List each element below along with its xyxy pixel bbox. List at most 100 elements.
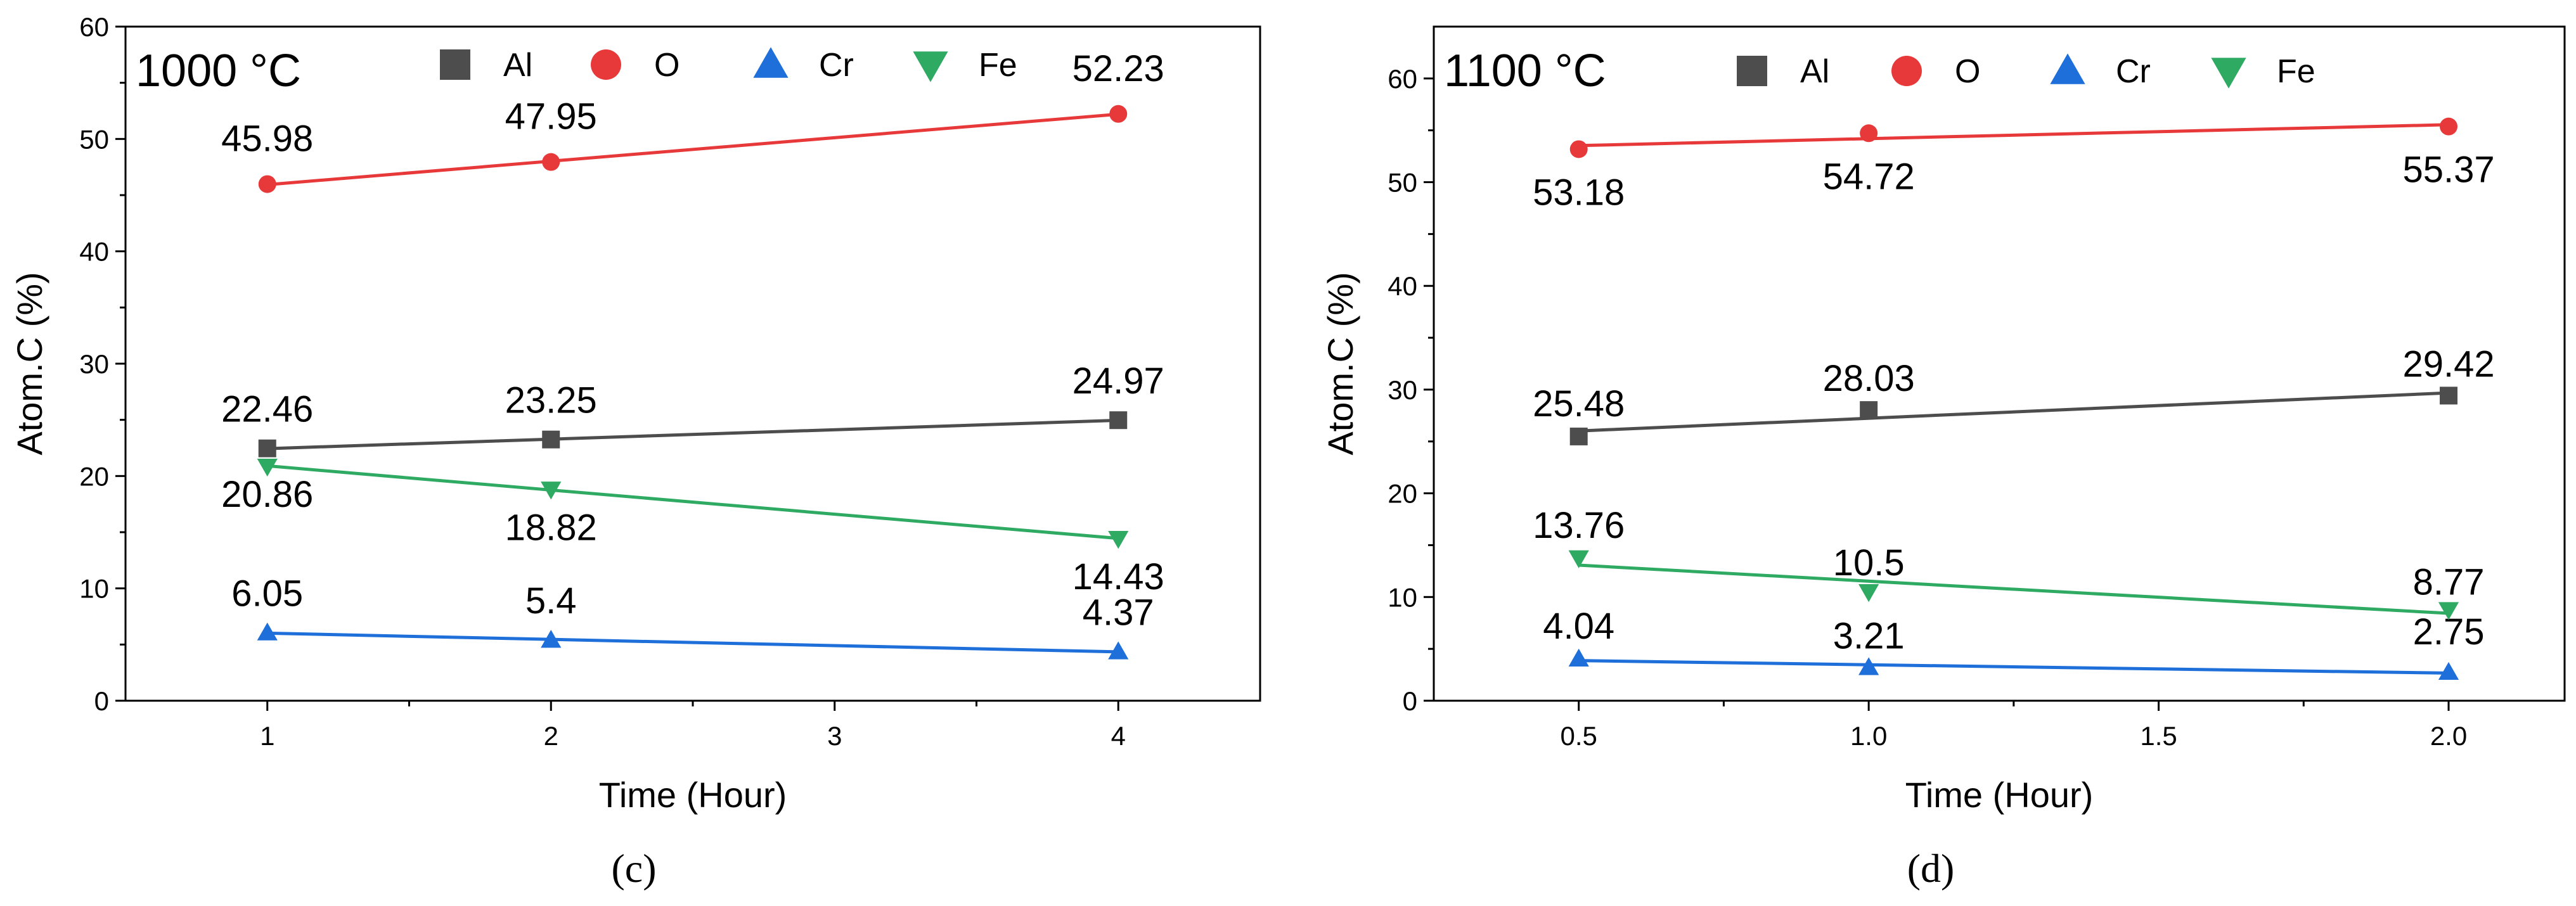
chart-panel-d: 0 10 20 30 40 50 60 0.5 1.0 1.5 2.0 Time (Hour) Atom… bbox=[1320, 25, 2566, 815]
data-point-o bbox=[1109, 105, 1128, 123]
data-label-al: 23.25 bbox=[505, 380, 597, 421]
data-label-o: 52.23 bbox=[1072, 48, 1164, 89]
data-point-cr bbox=[1108, 641, 1129, 660]
data-point-cr bbox=[2438, 661, 2459, 680]
data-label-al: 28.03 bbox=[1823, 358, 1915, 399]
legend-label-o: O bbox=[654, 47, 679, 84]
x-tick-label: 4 bbox=[1111, 721, 1126, 751]
data-point-fe bbox=[541, 482, 562, 500]
y-tick-label: 10 bbox=[79, 574, 109, 604]
chart-title: 1000 °C bbox=[136, 46, 301, 96]
series-line-al bbox=[1578, 391, 2449, 433]
legend-marker-o bbox=[591, 49, 621, 80]
data-point-fe bbox=[1108, 531, 1129, 549]
data-label-fe: 8.77 bbox=[2413, 561, 2485, 603]
legend-label-al: Al bbox=[503, 47, 532, 84]
x-tick-label: 0.5 bbox=[1561, 721, 1597, 751]
data-label-cr: 4.37 bbox=[1083, 592, 1154, 634]
data-label-cr: 3.21 bbox=[1833, 615, 1905, 656]
series-line-fe bbox=[267, 464, 1119, 540]
y-tick-label: 40 bbox=[1388, 271, 1417, 301]
data-point-cr bbox=[541, 630, 562, 648]
data-point-al bbox=[1109, 411, 1128, 430]
series-line-fe bbox=[1578, 563, 2449, 615]
panel-label: (d) bbox=[1907, 846, 1955, 891]
data-point-fe bbox=[1568, 550, 1589, 568]
x-tick-label: 1.0 bbox=[1850, 721, 1887, 751]
y-tick-label: 0 bbox=[94, 686, 109, 716]
data-label-al: 29.42 bbox=[2402, 343, 2494, 385]
data-label-o: 53.18 bbox=[1533, 172, 1625, 213]
data-point-o bbox=[258, 175, 276, 193]
legend-label-cr: Cr bbox=[819, 47, 854, 84]
x-axis-title: Time (Hour) bbox=[599, 775, 787, 815]
legend-label-fe: Fe bbox=[2277, 53, 2315, 90]
legend-marker-o bbox=[1891, 56, 1922, 86]
y-axis-title: Atom.C (%) bbox=[10, 272, 49, 455]
legend-label-al: Al bbox=[1800, 53, 1829, 90]
y-tick-label: 40 bbox=[79, 237, 109, 267]
data-point-al bbox=[258, 439, 276, 457]
y-tick-label: 20 bbox=[1388, 479, 1417, 509]
data-point-cr bbox=[1858, 657, 1879, 675]
y-tick-label: 10 bbox=[1388, 582, 1417, 612]
y-tick-label: 30 bbox=[1388, 375, 1417, 405]
data-label-o: 47.95 bbox=[505, 96, 597, 137]
x-tick-label: 2 bbox=[544, 721, 558, 751]
data-point-fe bbox=[1858, 584, 1879, 603]
data-point-cr bbox=[1568, 648, 1589, 667]
data-point-cr bbox=[257, 622, 278, 641]
data-label-o: 55.37 bbox=[2402, 150, 2494, 191]
y-tick-label: 0 bbox=[1403, 686, 1417, 716]
series-line-al bbox=[267, 418, 1119, 450]
y-tick-label: 50 bbox=[79, 124, 109, 154]
y-tick-label: 20 bbox=[79, 461, 109, 491]
data-point-al bbox=[1860, 401, 1878, 419]
chart-title: 1100 °C bbox=[1444, 46, 1606, 96]
data-label-fe: 10.5 bbox=[1833, 542, 1905, 584]
data-label-o: 54.72 bbox=[1823, 156, 1915, 197]
series-line-o bbox=[1578, 123, 2449, 148]
data-label-al: 24.97 bbox=[1072, 360, 1164, 402]
data-point-al bbox=[542, 430, 560, 449]
data-label-fe: 14.43 bbox=[1072, 556, 1164, 597]
legend-marker-cr bbox=[753, 47, 789, 78]
data-point-o bbox=[542, 153, 560, 171]
panel-label: (c) bbox=[611, 846, 656, 891]
y-tick-label: 50 bbox=[1388, 168, 1417, 198]
data-label-fe: 13.76 bbox=[1533, 505, 1625, 546]
data-label-cr: 6.05 bbox=[231, 573, 303, 615]
legend-marker-fe bbox=[913, 51, 948, 82]
legend-marker-fe bbox=[2211, 58, 2246, 89]
y-tick-label: 60 bbox=[1388, 64, 1417, 94]
x-tick-label: 1.5 bbox=[2140, 721, 2177, 751]
data-label-cr: 4.04 bbox=[1543, 606, 1614, 647]
legend-label-cr: Cr bbox=[2116, 53, 2151, 90]
series-line-cr bbox=[1578, 659, 2449, 675]
y-tick-label: 60 bbox=[79, 12, 109, 42]
data-label-al: 22.46 bbox=[221, 389, 313, 430]
x-tick-label: 1 bbox=[260, 721, 274, 751]
data-label-cr: 5.4 bbox=[525, 580, 577, 622]
legend-marker-al bbox=[440, 49, 470, 80]
data-label-fe: 18.82 bbox=[505, 507, 597, 548]
legend-label-o: O bbox=[1955, 53, 1980, 90]
y-tick-label: 30 bbox=[79, 349, 109, 379]
chart-panel-c: 0 10 20 30 40 50 60 1 2 3 4 Time (Hour) Atom.C (%) 10… bbox=[10, 12, 1261, 815]
x-axis-title: Time (Hour) bbox=[1905, 775, 2094, 815]
data-label-fe: 20.86 bbox=[221, 474, 313, 515]
series-line-o bbox=[267, 112, 1119, 186]
legend-marker-cr bbox=[2050, 53, 2085, 84]
data-point-al bbox=[1569, 427, 1588, 445]
x-tick-label: 3 bbox=[827, 721, 842, 751]
legend-label-fe: Fe bbox=[979, 47, 1017, 84]
data-label-al: 25.48 bbox=[1533, 383, 1625, 424]
data-point-al bbox=[2440, 386, 2458, 405]
data-point-o bbox=[1860, 124, 1878, 143]
data-point-fe bbox=[2438, 602, 2459, 620]
y-axis-title: Atom.C (%) bbox=[1320, 272, 1360, 455]
data-label-o: 45.98 bbox=[221, 118, 313, 160]
series-line-cr bbox=[267, 631, 1119, 654]
data-point-o bbox=[2440, 117, 2458, 136]
